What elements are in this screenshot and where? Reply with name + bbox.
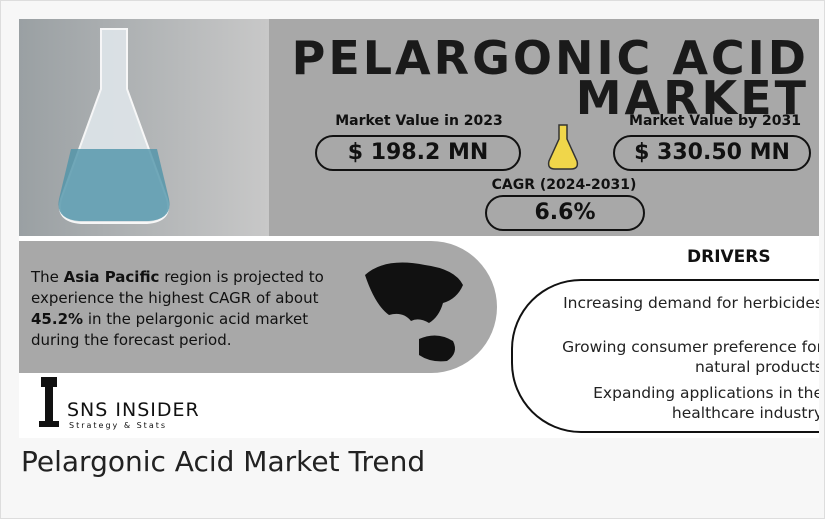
region-panel: The Asia Pacific region is projected to …: [19, 241, 497, 373]
text: The: [31, 268, 64, 286]
value-pill: $ 198.2 MN: [315, 135, 521, 171]
flask-illustration: [19, 19, 269, 236]
value-label: Market Value in 2023: [319, 113, 519, 129]
driver: Expanding applications in the healthcare…: [563, 383, 819, 423]
page: PELARGONIC ACID MARKET Market Value in 2…: [0, 0, 825, 519]
flask-icon: [545, 121, 581, 173]
drivers-heading: DRIVERS: [687, 247, 771, 267]
value-pill: $ 330.50 MN: [613, 135, 811, 171]
region-text: The Asia Pacific region is projected to …: [31, 267, 351, 351]
logo-name: SNS INSIDER: [67, 399, 200, 421]
asia-map: [359, 255, 469, 365]
cagr-pill: 6.6%: [485, 195, 645, 231]
infographic: PELARGONIC ACID MARKET Market Value in 2…: [19, 19, 819, 438]
logo-tagline: Strategy & Stats: [69, 421, 167, 430]
value-label: Market Value by 2031: [615, 113, 815, 129]
driver: Growing consumer preference for natural …: [523, 337, 819, 377]
text: Asia Pacific: [64, 268, 160, 286]
cagr-label: CAGR (2024-2031): [479, 177, 649, 193]
text: 45.2%: [31, 310, 83, 328]
driver: Increasing demand for herbicides: [563, 293, 819, 313]
caption: Pelargonic Acid Market Trend: [21, 445, 425, 478]
drivers-box: Increasing demand for herbicides Growing…: [511, 279, 819, 433]
logo-icon: [35, 373, 63, 429]
